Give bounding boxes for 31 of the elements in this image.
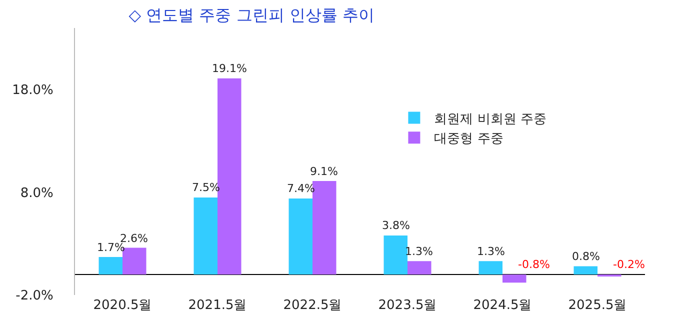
data-label: 0.8% [572,250,600,263]
x-tick-label: 2021.5월 [188,298,247,313]
bar [288,198,312,274]
x-tick-label: 2023.5월 [378,298,437,313]
y-tick-label: 8.0% [20,186,54,201]
data-label: 1.3% [477,245,505,258]
bar [384,235,408,274]
y-tick-label: -2.0% [16,288,54,304]
bar [312,181,336,274]
data-label: -0.8% [518,258,550,271]
bar [502,274,526,283]
data-label: 19.1% [212,62,247,75]
legend-label: 회원제 비회원 주중 [434,112,546,127]
bar [478,261,502,274]
x-tick-label: 2025.5월 [568,298,627,313]
y-tick-label: 18.0% [12,83,54,98]
legend-label: 대중형 주중 [434,132,504,147]
bar [574,266,598,274]
data-label: -0.2% [613,258,645,271]
bar [98,257,122,274]
chart-title: ◇ 연도별 주중 그린피 인상률 추이 [128,6,374,25]
bar [194,197,218,274]
x-tick-label: 2022.5월 [283,298,342,313]
bar [408,261,432,274]
x-tick-label: 2024.5월 [473,298,532,313]
bar [598,274,622,277]
data-label: 9.1% [310,165,338,178]
bar [218,78,242,274]
bar [122,248,146,274]
data-label: 3.8% [382,219,410,232]
x-tick-label: 2020.5월 [93,298,152,313]
